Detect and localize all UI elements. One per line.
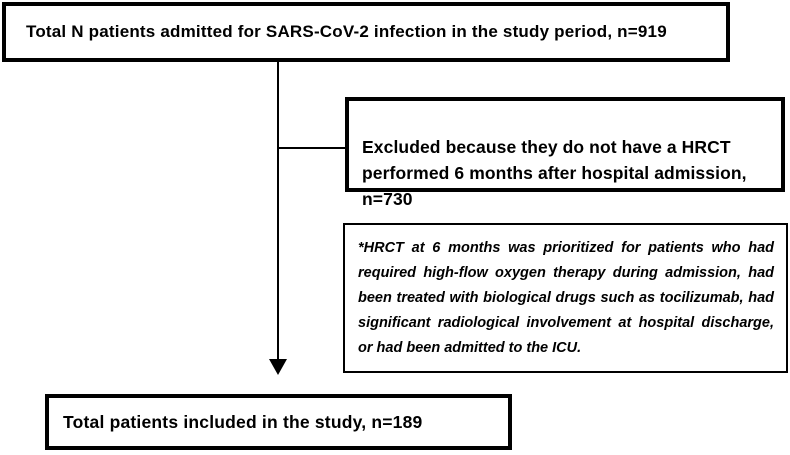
flow-box-excluded-text: Excluded because they do not have a HRCT…: [362, 137, 747, 209]
flow-box-total-admitted-text: Total N patients admitted for SARS-CoV-2…: [26, 22, 667, 41]
flow-box-included: Total patients included in the study, n=…: [45, 394, 512, 450]
arrowhead-down-icon: [269, 359, 287, 375]
flow-box-excluded: Excluded because they do not have a HRCT…: [345, 97, 785, 209]
footnote-box-hrct-priority: *HRCT at 6 months was prioritized for pa…: [343, 223, 788, 373]
connector-vertical-line: [277, 62, 279, 359]
flow-box-total-admitted: Total N patients admitted for SARS-CoV-2…: [2, 2, 730, 62]
footnote-box-text: *HRCT at 6 months was prioritized for pa…: [358, 240, 774, 356]
connector-branch-line: [278, 147, 345, 149]
flow-box-included-text: Total patients included in the study, n=…: [63, 411, 423, 432]
